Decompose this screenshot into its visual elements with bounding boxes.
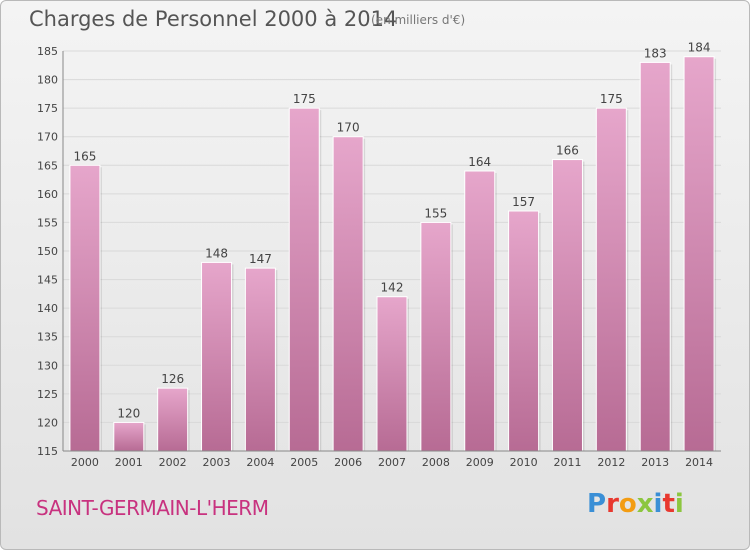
y-tick-label: 185 (37, 45, 58, 58)
y-tick-label: 130 (37, 359, 58, 372)
x-tick-label: 2014 (685, 456, 713, 469)
x-tick-label: 2001 (115, 456, 143, 469)
x-tick-label: 2011 (553, 456, 581, 469)
commune-name: SAINT-GERMAIN-L'HERM (36, 496, 269, 520)
bar-2007 (376, 296, 408, 452)
x-tick-label: 2005 (290, 456, 318, 469)
data-label: 170 (337, 121, 360, 135)
bar-2002 (157, 387, 189, 452)
proxiti-logo[interactable]: Proxiti (587, 489, 684, 519)
data-label: 166 (556, 144, 579, 158)
brand-letter: t (662, 489, 675, 519)
x-tick-label: 2003 (203, 456, 231, 469)
chart-title: Charges de Personnel 2000 à 2014 (29, 7, 398, 31)
y-tick-label: 180 (37, 74, 58, 87)
bar-2009 (464, 170, 496, 452)
bar-2000 (69, 164, 101, 452)
y-tick-label: 175 (37, 102, 58, 115)
data-label: 175 (600, 92, 623, 106)
data-label: 155 (424, 206, 447, 220)
x-tick-label: 2012 (597, 456, 625, 469)
data-label: 164 (468, 155, 491, 169)
bar-2003 (201, 261, 233, 452)
y-tick-label: 160 (37, 188, 58, 201)
chart-subtitle: (en milliers d'€) (371, 13, 466, 27)
y-tick-label: 150 (37, 245, 58, 258)
x-tick-label: 2013 (641, 456, 669, 469)
data-label: 126 (161, 372, 184, 386)
bar-2010 (508, 210, 540, 452)
y-tick-label: 120 (37, 416, 58, 429)
bar-2013 (639, 61, 671, 452)
x-tick-label: 2006 (334, 456, 362, 469)
y-tick-label: 115 (37, 445, 58, 458)
brand-letter: o (618, 489, 637, 519)
x-tick-label: 2000 (71, 456, 99, 469)
data-label: 120 (117, 406, 140, 420)
bar-2001 (113, 421, 145, 452)
brand-letter: i (674, 489, 684, 519)
y-tick-label: 170 (37, 131, 58, 144)
data-label: 157 (512, 195, 535, 209)
data-label: 165 (73, 149, 96, 163)
bar-2011 (551, 159, 583, 452)
bar-2006 (332, 136, 364, 452)
bar-2008 (420, 221, 452, 452)
y-tick-label: 125 (37, 388, 58, 401)
x-tick-label: 2009 (466, 456, 494, 469)
brand-letter: i (653, 489, 663, 519)
x-tick-label: 2002 (159, 456, 187, 469)
brand-letter: r (606, 489, 619, 519)
data-label: 148 (205, 246, 228, 260)
y-tick-label: 140 (37, 302, 58, 315)
y-tick-label: 165 (37, 159, 58, 172)
x-tick-label: 2008 (422, 456, 450, 469)
data-label: 175 (293, 92, 316, 106)
bar-2004 (244, 267, 276, 452)
data-label: 183 (644, 46, 667, 60)
brand-letter: x (636, 489, 654, 519)
x-tick-label: 2004 (246, 456, 274, 469)
bar-2005 (288, 107, 320, 452)
x-tick-label: 2010 (510, 456, 538, 469)
data-label: 184 (688, 41, 711, 55)
data-label: 142 (381, 281, 404, 295)
y-tick-label: 145 (37, 274, 58, 287)
x-tick-label: 2007 (378, 456, 406, 469)
y-tick-label: 135 (37, 331, 58, 344)
bar-2012 (595, 107, 627, 452)
brand-letter: P (587, 489, 607, 519)
y-tick-label: 155 (37, 216, 58, 229)
data-label: 147 (249, 252, 272, 266)
bar-2014 (683, 56, 715, 452)
